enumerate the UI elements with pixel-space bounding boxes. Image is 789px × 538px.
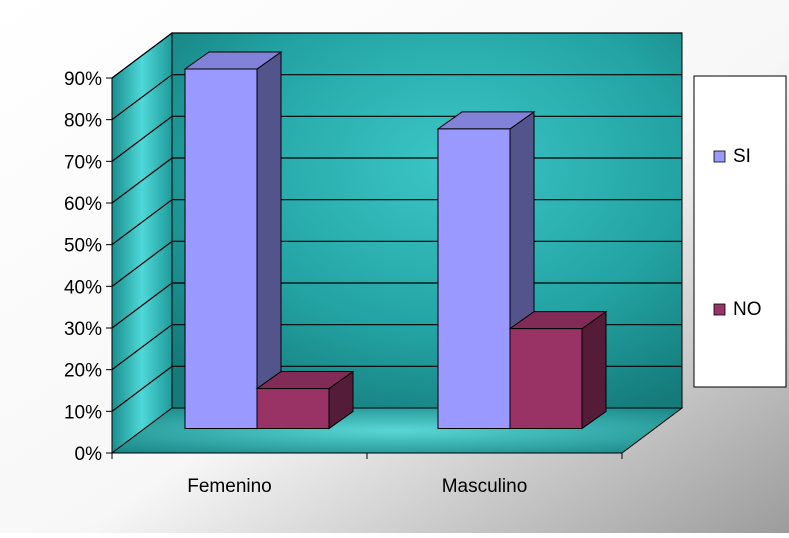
y-tick-label: 80% (64, 111, 102, 132)
legend-swatch-no (713, 303, 726, 316)
y-tick-label: 90% (64, 69, 102, 90)
bar-no-masculino (508, 310, 608, 430)
bars (183, 51, 608, 430)
bar-si-femenino (183, 51, 283, 430)
legend-box (693, 75, 787, 388)
y-tick-label: 40% (64, 277, 102, 298)
legend-label-no: NO (733, 299, 762, 320)
bar-front (437, 128, 511, 430)
bar-no-femenino (255, 370, 355, 430)
y-tick-label: 30% (64, 319, 102, 340)
bar-front (509, 328, 583, 429)
y-tick-label: 50% (64, 236, 102, 257)
y-tick-label: 10% (64, 402, 102, 423)
bar-side (256, 51, 282, 430)
y-tick-label: 20% (64, 361, 102, 382)
y-tick-label: 60% (64, 194, 102, 215)
bar-side (581, 310, 607, 430)
side-wall (111, 32, 173, 454)
gridline (111, 74, 682, 121)
legend-label-si: SI (733, 146, 751, 167)
gridline (111, 32, 682, 79)
legend-swatch-si (713, 150, 726, 163)
x-tick-label: Femenino (187, 476, 272, 497)
y-tick-label: 0% (75, 444, 103, 465)
axes: 0% 10% 20% 30% 40% 50% 60% 70% 80% 90% Femenino Mas… (64, 69, 623, 497)
x-tick-label: Masculino (442, 476, 528, 497)
legend: SI NO (693, 75, 787, 388)
y-tick-label: 70% (64, 152, 102, 173)
bar-front (184, 68, 258, 429)
bar-front (256, 388, 330, 429)
